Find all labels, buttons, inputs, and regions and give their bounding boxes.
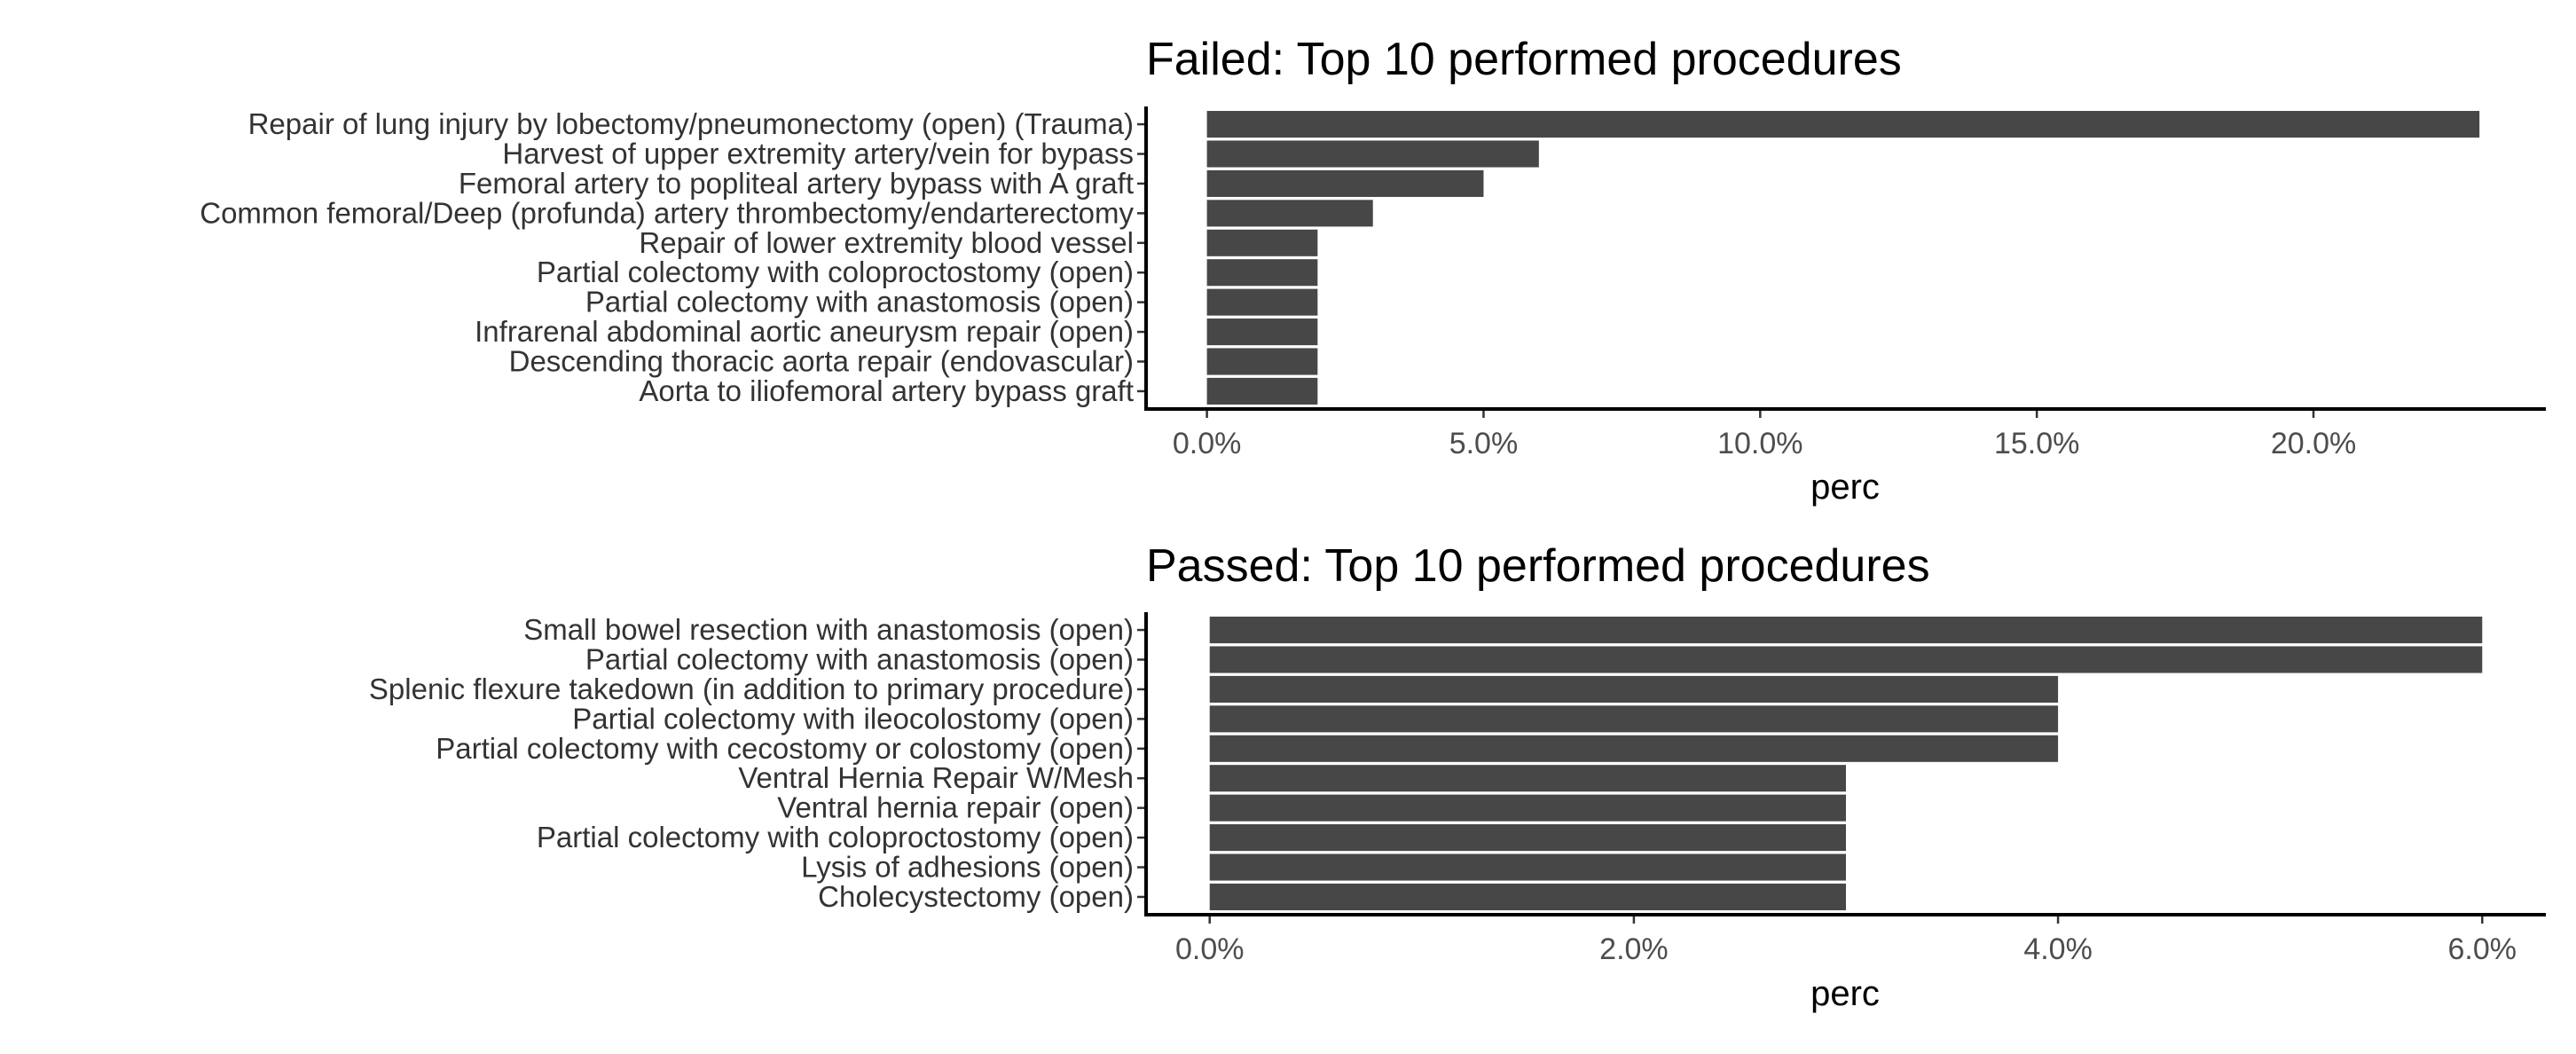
chart-title: Failed: Top 10 performed procedures — [1146, 34, 1902, 85]
bar — [1206, 319, 1318, 346]
bars-group — [1209, 617, 2483, 910]
y-tick-label: Repair of lower extremity blood vessel — [639, 226, 1134, 259]
bar — [1209, 765, 1846, 792]
bar — [1209, 824, 1846, 852]
chart-title: Passed: Top 10 performed procedures — [1146, 540, 1930, 592]
bar — [1209, 853, 1846, 881]
y-tick-label: Partial colectomy with anastomosis (open… — [585, 642, 1134, 675]
y-tick-label: Infrarenal abdominal aortic aneurysm rep… — [475, 315, 1134, 348]
y-tick-label: Cholecystectomy (open) — [818, 880, 1134, 913]
x-tick-label: 10.0% — [1717, 427, 1802, 460]
bar — [1209, 675, 2059, 703]
bar — [1206, 140, 1539, 168]
y-tick-label: Partial colectomy with ileocolostomy (op… — [572, 702, 1134, 735]
y-tick-label: Partial colectomy with coloproctostomy (… — [537, 821, 1134, 853]
bar — [1206, 288, 1318, 316]
y-tick-label: Harvest of upper extremity artery/vein f… — [502, 137, 1134, 169]
bar — [1209, 646, 2483, 673]
failed-procedures-panel: Failed: Top 10 performed procedures Repa… — [200, 34, 2546, 507]
bar — [1209, 883, 1846, 910]
bar — [1206, 259, 1318, 287]
bar — [1209, 735, 2059, 762]
bar — [1206, 200, 1373, 227]
y-tick-label: Femoral artery to popliteal artery bypas… — [459, 167, 1134, 200]
bar — [1209, 794, 1846, 822]
y-tick-label: Partial colectomy with cecostomy or colo… — [436, 732, 1134, 765]
x-tick-label: 0.0% — [1175, 932, 1245, 966]
bar — [1206, 229, 1318, 256]
y-tick-label: Small bowel resection with anastomosis (… — [523, 613, 1134, 646]
y-tick-label: Partial colectomy with anastomosis (open… — [585, 286, 1134, 319]
y-tick-labels: Small bowel resection with anastomosis (… — [369, 613, 1146, 913]
x-tick-label: 4.0% — [2023, 932, 2093, 966]
y-tick-label: Common femoral/Deep (profunda) artery th… — [200, 196, 1134, 229]
y-tick-label: Descending thoracic aorta repair (endova… — [509, 345, 1134, 378]
bar — [1209, 617, 2483, 644]
bar — [1206, 348, 1318, 375]
y-tick-label: Ventral Hernia Repair W/Mesh — [738, 761, 1134, 794]
y-tick-label: Repair of lung injury by lobectomy/pneum… — [248, 107, 1134, 140]
passed-procedures-panel: Passed: Top 10 performed procedures Smal… — [369, 540, 2546, 1013]
bar — [1206, 169, 1484, 197]
x-tick-label: 20.0% — [2271, 427, 2356, 460]
x-tick-label: 2.0% — [1599, 932, 1669, 966]
x-tick-label: 15.0% — [1994, 427, 2079, 460]
y-tick-label: Lysis of adhesions (open) — [801, 851, 1134, 884]
x-tick-label: 6.0% — [2448, 932, 2517, 966]
y-tick-label: Ventral hernia repair (open) — [777, 791, 1134, 824]
bar — [1206, 111, 2480, 138]
x-axis-label: perc — [1810, 974, 1880, 1013]
bars-group — [1206, 111, 2480, 405]
bar — [1206, 377, 1318, 405]
y-tick-labels: Repair of lung injury by lobectomy/pneum… — [200, 107, 1146, 407]
x-tick-label: 5.0% — [1449, 427, 1519, 460]
y-tick-label: Aorta to iliofemoral artery bypass graft — [639, 374, 1134, 407]
x-ticks: 0.0% 5.0% 10.0% 15.0% 20.0% — [1173, 409, 2356, 460]
y-tick-label: Partial colectomy with coloproctostomy (… — [537, 256, 1134, 288]
bar — [1209, 705, 2059, 733]
x-axis-label: perc — [1810, 468, 1880, 507]
x-ticks: 0.0% 2.0% 4.0% 6.0% — [1175, 915, 2517, 966]
x-tick-label: 0.0% — [1173, 427, 1242, 460]
y-tick-label: Splenic flexure takedown (in addition to… — [369, 673, 1134, 705]
